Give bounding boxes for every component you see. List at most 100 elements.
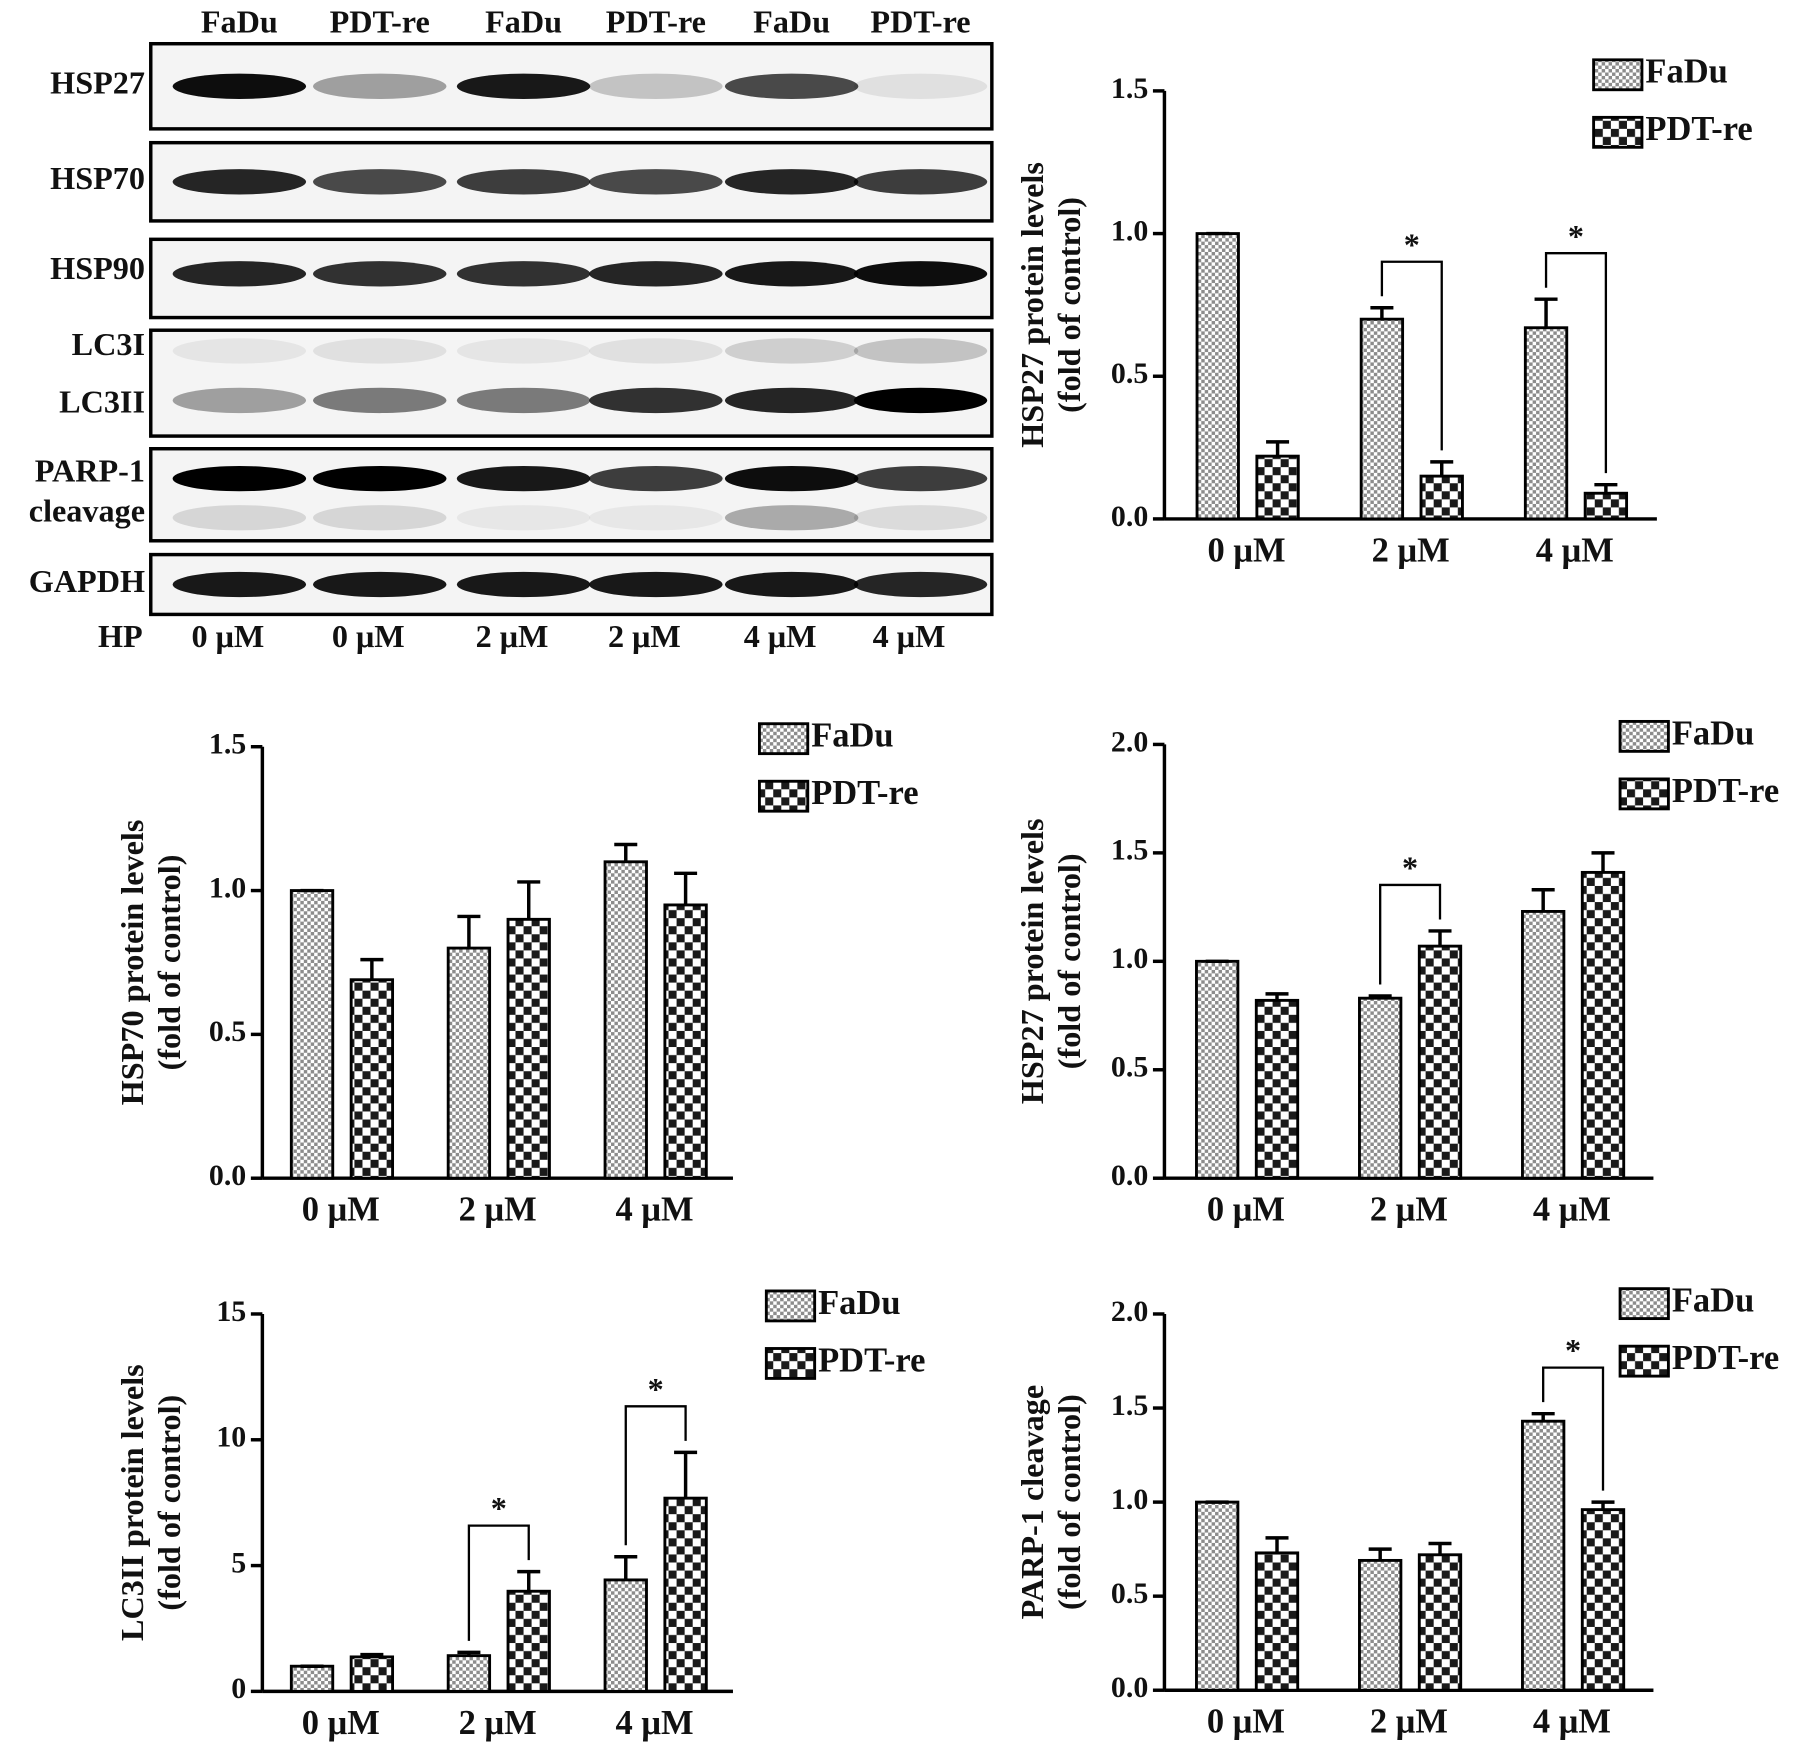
band [724,261,859,287]
y-tick-label: 1.0 [209,871,246,904]
x-tick-label: 4 μM [1533,1703,1611,1741]
error-bar [1594,482,1618,494]
band [172,387,307,414]
row-label: HSP90 [50,250,145,286]
error-bar [1428,929,1452,947]
error-bar [1265,992,1289,1001]
legend-label: FaDu [811,717,893,755]
y-axis-label: (fold of control) [1051,197,1087,413]
bar [1195,959,1240,1180]
y-axis-label: (fold of control) [1051,853,1087,1069]
x-tick-label: 2 μM [459,1191,537,1229]
error-bar [1531,888,1555,912]
y-axis-label: (fold of control) [151,855,187,1071]
y-tick-label: 0.0 [1111,500,1148,533]
x-tick-label: 2 μM [1370,1191,1448,1229]
band [589,73,723,99]
legend-label: PDT-re [1645,110,1752,148]
band [312,387,447,414]
band [172,571,307,598]
band [853,387,988,414]
error-bar [1370,306,1394,320]
significance-bracket [1542,1366,1605,1491]
y-axis-label: (fold of control) [151,1395,187,1611]
bar [1580,1508,1626,1692]
significance-label: * [1404,226,1420,262]
x-tick-label: 4 μM [1536,531,1614,569]
legend-swatch [757,779,810,813]
error-bar [517,1569,541,1592]
significance-label: * [1568,218,1584,254]
legend-swatch [757,722,810,756]
band [589,465,723,492]
band [853,571,988,598]
y-tick-label: 2.0 [1111,725,1148,758]
y-tick-label: 5 [231,1546,246,1579]
error-bar [614,1555,638,1580]
y-tick-label: 1.5 [1111,834,1148,867]
bar [1419,474,1464,521]
error-bar [1591,851,1615,873]
lane-label: FaDu [753,4,830,40]
x-tick-label: 2 μM [1370,1703,1448,1741]
error-bar [1534,297,1558,328]
band [312,169,447,195]
y-tick-label: 1.0 [1111,214,1148,247]
legend-label: PDT-re [811,774,918,812]
y-tick-label: 0.5 [209,1015,246,1048]
bar [1255,454,1300,521]
bar [1195,232,1240,521]
legend-label: FaDu [1672,714,1754,752]
row-label: LC3II [59,383,145,419]
band [312,73,447,99]
error-bar [517,880,541,920]
row-label: GAPDH [29,563,145,599]
lane-label: PDT-re [330,4,430,40]
band [589,571,723,598]
significance-label: * [648,1371,664,1407]
dose-label: 4 μM [744,618,817,654]
legend-swatch [1618,1344,1670,1378]
treatment-label: HP [98,618,143,654]
bar [1195,1500,1240,1692]
bar [446,946,492,1180]
significance-bracket [467,1524,530,1641]
error-bar [360,1652,384,1657]
legend-swatch [1618,719,1670,753]
blot-panel [149,447,994,543]
y-tick-label: 0.0 [1111,1671,1148,1704]
bar [663,1496,708,1693]
error-bar [1531,1411,1555,1422]
band [589,387,723,414]
error-bar [1266,440,1290,457]
band [724,465,859,492]
legend-label: FaDu [1645,53,1727,91]
y-tick-label: 1.5 [1111,72,1148,105]
band [312,571,447,598]
band [312,338,447,364]
x-tick-label: 4 μM [616,1191,694,1229]
y-tick-label: 10 [216,1421,246,1454]
error-bar [674,1450,698,1499]
error-bar [1368,1547,1392,1561]
y-axis-label: PARP-1 cleavage [1014,1385,1050,1620]
bar [1521,1419,1566,1692]
row-label: PARP-1 [35,452,145,488]
bar [349,1655,395,1693]
bar [349,978,395,1180]
band [312,505,447,531]
significance-bracket [1544,252,1608,474]
band [724,571,859,598]
bar [446,1654,492,1693]
y-tick-label: 1.5 [1111,1389,1148,1422]
band [456,387,591,414]
bar [1417,944,1463,1180]
y-tick-label: 2.0 [1111,1295,1148,1328]
y-tick-label: 1.0 [1111,1483,1148,1516]
band [589,505,723,531]
band [172,505,307,531]
significance-label: * [1565,1332,1581,1368]
row-label: HSP70 [50,160,145,196]
legend-swatch [1618,777,1670,811]
band [589,338,723,364]
